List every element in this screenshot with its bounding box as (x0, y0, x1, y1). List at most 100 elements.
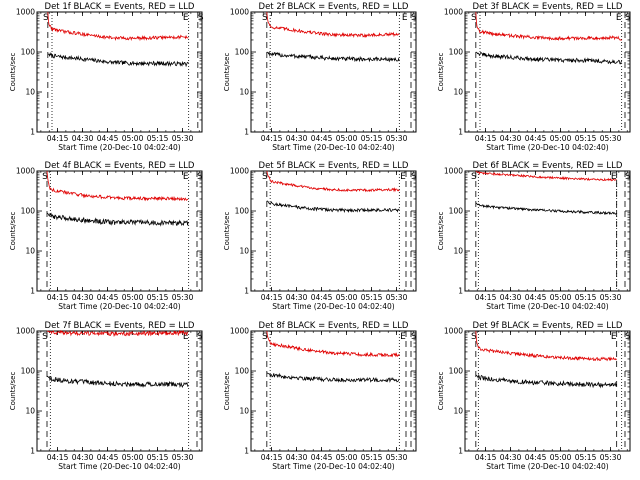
x-tick-label: 05:00 (122, 134, 144, 143)
x-tick-label: 05:00 (550, 453, 572, 462)
y-axis-label: Counts/sec (437, 372, 445, 411)
x-tick-label: 04:45 (311, 134, 333, 143)
series-line-lld (475, 11, 623, 42)
x-tick-label: 04:15 (475, 293, 497, 302)
x-axis-label: Start Time (20-Dec-10 04:02:40) (486, 143, 608, 152)
x-axis-label: Start Time (20-Dec-10 04:02:40) (272, 462, 394, 471)
plot-frame (250, 330, 417, 452)
x-tick-label: 05:15 (361, 134, 383, 143)
marker-label-e: E (183, 13, 189, 23)
marker-label-s: S (197, 332, 203, 342)
x-axis-label: Start Time (20-Dec-10 04:02:40) (272, 143, 394, 152)
marker-label-s: S (42, 332, 48, 342)
marker-label-s: S (43, 13, 49, 23)
y-axis-label: Counts/sec (437, 212, 445, 251)
x-tick-label: 05:30 (600, 293, 622, 302)
x-tick-label: 05:15 (147, 453, 169, 462)
marker-label-s: S (198, 13, 204, 23)
x-tick-label: 04:15 (475, 453, 497, 462)
y-tick-label: 1000 (16, 327, 35, 336)
y-tick-label: 1 (244, 128, 249, 137)
y-tick-label: 100 (235, 367, 250, 376)
x-tick-label: 05:15 (361, 293, 383, 302)
x-tick-label: 04:30 (72, 134, 94, 143)
y-tick-label: 1000 (230, 327, 249, 336)
y-tick-label: 1000 (16, 167, 35, 176)
y-tick-label: 1 (244, 447, 249, 456)
x-axis-label: Start Time (20-Dec-10 04:02:40) (58, 302, 180, 311)
series-line-lld (266, 11, 400, 39)
marker-label-e: E (611, 332, 617, 342)
series-line-lld (46, 170, 189, 202)
chart-panel-4: Det 4f BLACK = Events, RED = LLD 1 10 100 10… (9, 161, 203, 311)
y-tick-label: 1000 (444, 8, 463, 17)
marker-label-s: S (262, 13, 268, 23)
marker-label-s: S (625, 172, 631, 182)
marker-label-s: S (411, 13, 417, 23)
y-tick-label: 1 (458, 447, 463, 456)
chart-title: Det 6f BLACK = Events, RED = LLD (473, 161, 623, 171)
x-tick-label: 04:30 (286, 293, 308, 302)
y-tick-label: 1 (30, 128, 35, 137)
series-line-events (475, 373, 617, 389)
plot-frame (464, 170, 631, 292)
plot-frame (464, 11, 631, 133)
marker-label-s: S (625, 332, 631, 342)
x-tick-label: 04:30 (286, 134, 308, 143)
y-tick-label: 1000 (444, 327, 463, 336)
x-tick-label: 05:00 (550, 293, 572, 302)
y-tick-label: 1 (244, 287, 249, 296)
x-tick-label: 05:30 (172, 453, 194, 462)
plot-frame (36, 330, 203, 452)
marker-label-s: S (411, 172, 417, 182)
plot-frame (250, 170, 417, 292)
marker-label-s: S (411, 332, 417, 342)
chart-title: Det 3f BLACK = Events, RED = LLD (473, 2, 623, 12)
x-tick-label: 04:15 (47, 453, 69, 462)
y-tick-label: 100 (449, 367, 464, 376)
x-tick-label: 04:45 (311, 293, 333, 302)
marker-label-e: E (402, 13, 408, 23)
chart-panel-8: Det 8f BLACK = Events, RED = LLD 1 10 100 10… (223, 321, 417, 471)
chart-title: Det 7f BLACK = Events, RED = LLD (45, 321, 195, 331)
y-tick-label: 1000 (230, 167, 249, 176)
x-tick-label: 05:30 (386, 134, 408, 143)
x-axis-label: Start Time (20-Dec-10 04:02:40) (58, 462, 180, 471)
y-tick-label: 10 (239, 407, 249, 416)
y-tick-label: 10 (25, 247, 35, 256)
y-tick-label: 100 (21, 367, 36, 376)
y-tick-label: 100 (449, 207, 464, 216)
series-line-lld (46, 329, 189, 337)
chart-title: Det 1f BLACK = Events, RED = LLD (45, 2, 195, 12)
x-tick-label: 04:45 (525, 293, 547, 302)
x-tick-label: 04:15 (261, 134, 283, 143)
marker-label-s: S (471, 332, 477, 342)
plot-frame (464, 330, 631, 452)
x-tick-label: 05:15 (575, 293, 597, 302)
x-tick-label: 05:00 (550, 134, 572, 143)
y-axis-label: Counts/sec (223, 372, 231, 411)
x-tick-label: 05:00 (122, 293, 144, 302)
x-tick-label: 05:15 (361, 453, 383, 462)
chart-panel-9: Det 9f BLACK = Events, RED = LLD 1 10 100 10… (437, 321, 631, 471)
series-line-events (266, 372, 400, 383)
y-axis-label: Counts/sec (9, 372, 17, 411)
chart-panel-5: Det 5f BLACK = Events, RED = LLD 1 10 100 10… (223, 161, 417, 311)
x-tick-label: 04:45 (97, 134, 119, 143)
y-tick-label: 100 (235, 48, 250, 57)
chart-panel-3: Det 3f BLACK = Events, RED = LLD 1 10 100 10… (437, 2, 631, 152)
marker-label-s: S (471, 172, 477, 182)
y-tick-label: 100 (21, 48, 36, 57)
y-tick-label: 10 (239, 88, 249, 97)
y-axis-label: Counts/sec (223, 53, 231, 92)
y-tick-label: 1 (458, 287, 463, 296)
marker-label-e: E (616, 13, 622, 23)
x-tick-label: 04:15 (47, 293, 69, 302)
x-tick-label: 04:15 (261, 453, 283, 462)
marker-label-e: E (400, 332, 406, 342)
series-line-events (46, 375, 189, 389)
x-tick-label: 05:15 (575, 134, 597, 143)
marker-label-s: S (471, 13, 477, 23)
x-tick-label: 05:30 (172, 293, 194, 302)
